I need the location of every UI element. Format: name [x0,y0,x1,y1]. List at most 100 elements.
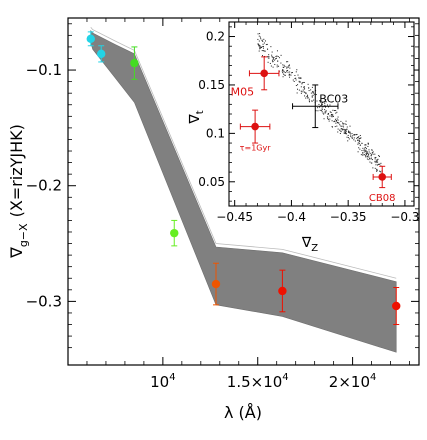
model-cloud-dot [345,132,347,134]
inset-point-label: BC03 [319,92,348,105]
model-cloud-dot [296,69,298,71]
model-cloud-dot [368,151,370,153]
model-cloud-dot [276,64,278,66]
model-cloud-dot [327,113,329,115]
model-cloud-dot [276,50,278,52]
model-cloud-dot [262,46,264,48]
model-cloud-dot [332,114,334,116]
model-cloud-dot [283,64,285,66]
model-cloud-dot [282,76,284,78]
inset-x-axis-title: ∇Z [301,235,318,254]
model-cloud-dot [319,100,321,102]
model-cloud-dot [370,155,372,157]
model-cloud-dot [336,125,338,127]
model-cloud-dot [376,170,378,172]
model-cloud-dot [271,51,273,53]
model-cloud-dot [286,61,288,63]
model-cloud-dot [368,149,370,151]
model-cloud-dot [344,130,346,132]
model-cloud-dot [342,129,344,131]
model-cloud-dot [283,73,285,75]
model-cloud-dot [317,107,319,109]
model-cloud-dot [260,46,262,48]
y-tick-label: −0.2 [26,177,62,195]
inset-points-layer: M05 τ=1Gyr BC03 CB08 [231,56,396,204]
model-cloud-dot [286,66,288,68]
model-cloud-dot [357,142,359,144]
model-cloud-dot [347,134,349,136]
model-cloud-dot [258,40,260,42]
model-cloud-dot [366,151,368,153]
model-cloud-dot [277,60,279,62]
model-cloud-dot [348,131,350,133]
data-point [86,34,95,44]
model-cloud-dot [372,151,374,153]
model-cloud-dot [258,45,260,47]
model-cloud-dot [365,154,367,156]
model-cloud-dot [362,152,364,154]
model-cloud-dot [277,56,279,58]
model-cloud-dot [314,93,316,95]
model-cloud-dot [263,50,265,52]
model-cloud-dot [359,144,361,146]
model-cloud-dot [375,160,377,162]
model-cloud-dot [305,97,307,99]
model-cloud-dot [300,77,302,79]
model-cloud-dot [328,120,330,122]
model-cloud-dot [288,65,290,67]
model-cloud-dot [321,111,323,113]
inset-point-label: τ=1Gyr [240,144,272,153]
model-cloud-dot [301,82,303,84]
model-cloud-dot [325,99,327,101]
model-cloud-dot [353,137,355,139]
model-cloud-dot [312,90,314,92]
model-cloud-dot [345,129,347,131]
main-y-axis-title: ∇g−X(X=rizYJHK) [7,124,30,259]
model-cloud-dot [259,47,261,49]
model-cloud-dot [300,92,302,94]
model-cloud-dot [347,140,349,142]
model-cloud-dot [351,135,353,137]
data-point [211,279,221,289]
inset-y-tick-label: 0.05 [198,175,225,189]
model-cloud-dot [304,95,306,97]
model-cloud-dot [367,145,369,147]
model-cloud-dot [346,130,348,132]
model-cloud-dot [358,136,360,138]
model-cloud-dot [275,57,277,59]
model-cloud-dot [339,129,341,131]
model-cloud-dot [337,116,339,118]
model-cloud-dot [363,151,365,153]
model-cloud-dot [266,43,268,45]
model-cloud-dot [358,139,360,141]
model-cloud-dot [306,97,308,99]
model-cloud-dot [377,163,379,165]
model-cloud-dot [268,54,270,56]
model-cloud-dot [377,161,379,163]
model-cloud-dot [371,159,373,161]
model-cloud-dot [283,71,285,73]
model-cloud-dot [300,86,302,88]
model-cloud-dot [271,60,273,62]
model-cloud-dot [260,38,262,40]
model-cloud-dot [367,155,369,157]
model-cloud-dot [273,57,275,59]
model-cloud-dot [286,70,288,72]
model-cloud-dot [311,100,313,102]
model-cloud-dot [363,149,365,151]
model-cloud-dot [318,103,320,105]
inset-x-tick-label: −0.35 [330,210,367,224]
model-cloud-dot [308,101,310,103]
model-cloud-dot [365,150,367,152]
model-cloud-dot [332,109,334,111]
model-cloud-dot [258,50,260,52]
inset-background [229,22,414,206]
inset-data-point [378,173,387,181]
model-cloud-dot [301,83,303,85]
model-cloud-dot [288,64,290,66]
data-point [97,49,106,59]
model-cloud-dot [257,33,259,35]
model-cloud-dot [367,156,369,158]
model-cloud-dot [369,161,371,163]
